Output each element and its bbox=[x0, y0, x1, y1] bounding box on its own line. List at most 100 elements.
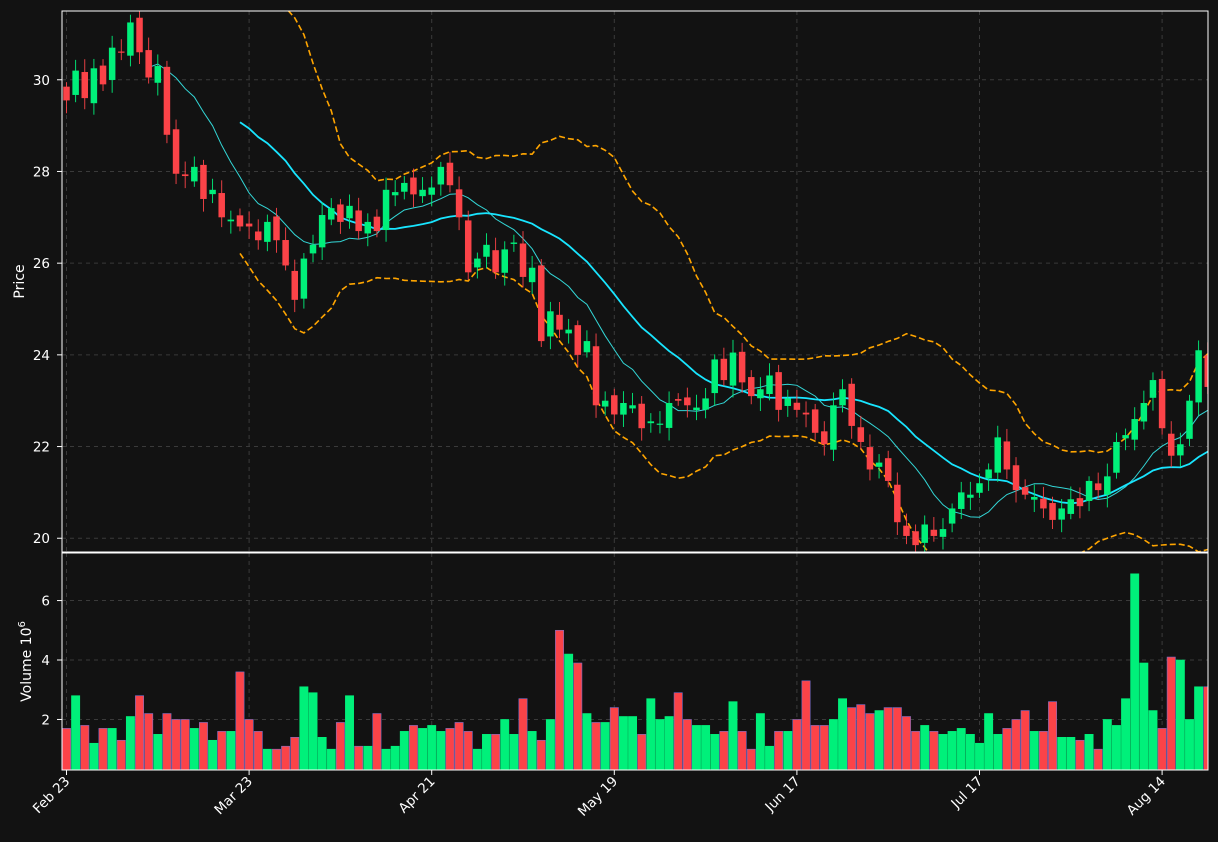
candle-body bbox=[1149, 380, 1157, 398]
candle-body bbox=[127, 22, 134, 56]
volume-bar bbox=[783, 731, 793, 770]
volume-bar bbox=[509, 734, 519, 770]
candle-body bbox=[757, 389, 764, 399]
volume-bar bbox=[1194, 686, 1204, 770]
bollinger-lower-line bbox=[239, 252, 1208, 552]
candle-body bbox=[218, 193, 225, 218]
volume-bar bbox=[1048, 701, 1057, 770]
volume-bar bbox=[1084, 734, 1094, 770]
candle-body bbox=[875, 462, 883, 467]
candle-body bbox=[1094, 483, 1102, 491]
volume-bar bbox=[1102, 719, 1112, 770]
volume-bar bbox=[646, 698, 656, 770]
candle-body bbox=[1186, 400, 1193, 439]
volume-bar bbox=[491, 734, 501, 770]
candle-body bbox=[1003, 441, 1011, 470]
volume-bar bbox=[390, 745, 400, 770]
candle-body bbox=[720, 358, 728, 381]
candle-body bbox=[565, 329, 572, 334]
volume-bar bbox=[281, 745, 291, 770]
candle-body bbox=[474, 258, 481, 268]
volume-bar bbox=[153, 734, 163, 770]
volume-bar bbox=[180, 719, 190, 770]
volume-bar bbox=[299, 686, 309, 770]
volume-bar bbox=[911, 731, 921, 770]
candle-body bbox=[912, 531, 919, 546]
volume-bar bbox=[1020, 710, 1030, 770]
candle-body bbox=[793, 402, 801, 410]
volume-bar bbox=[956, 728, 966, 770]
candle-body bbox=[191, 166, 198, 182]
candle-body bbox=[264, 221, 271, 242]
price-axis-label: Price bbox=[12, 264, 28, 298]
volume-bar bbox=[618, 716, 628, 770]
candle-body bbox=[81, 72, 89, 99]
volume-bar bbox=[847, 707, 857, 770]
volume-bar bbox=[381, 748, 391, 770]
volume-bar bbox=[828, 719, 838, 770]
volume-bar bbox=[737, 731, 747, 770]
volume-bar bbox=[445, 728, 455, 770]
candle-body bbox=[282, 240, 289, 266]
volume-bar bbox=[545, 719, 555, 770]
volume-bar bbox=[427, 725, 437, 770]
candle-body bbox=[419, 189, 426, 197]
candle-body bbox=[1122, 435, 1129, 439]
candle-body bbox=[328, 208, 335, 220]
candle-body bbox=[373, 216, 381, 232]
volume-bar bbox=[892, 707, 902, 770]
candle-body bbox=[1040, 498, 1047, 509]
candle-body bbox=[830, 405, 837, 450]
volume-bar bbox=[1185, 719, 1194, 770]
candle-body bbox=[1204, 355, 1208, 387]
volume-bar bbox=[418, 728, 428, 770]
volume-bar bbox=[701, 725, 711, 770]
volume-bar bbox=[116, 739, 126, 770]
candle-body bbox=[273, 216, 280, 241]
volume-bar bbox=[929, 731, 939, 770]
volume-bar bbox=[208, 739, 218, 770]
candle-body bbox=[391, 192, 399, 196]
volume-bar bbox=[135, 695, 144, 770]
volume-bar bbox=[1148, 710, 1158, 770]
volume-bar bbox=[335, 722, 345, 770]
candle-body bbox=[857, 427, 865, 442]
candle-body bbox=[976, 483, 983, 493]
candle-body bbox=[894, 484, 901, 523]
candle-body bbox=[209, 189, 216, 195]
volume-bar bbox=[399, 731, 409, 770]
candle-body bbox=[620, 402, 627, 415]
price-tick-label: 30 bbox=[33, 73, 50, 89]
volume-bar bbox=[664, 716, 674, 770]
candle-body bbox=[1085, 480, 1093, 501]
volume-bar bbox=[728, 701, 738, 770]
x-tick-label: May 19 bbox=[575, 774, 621, 820]
candle-body bbox=[775, 372, 782, 410]
candle-body bbox=[346, 205, 353, 219]
volume-bar bbox=[774, 731, 784, 770]
candle-body bbox=[428, 187, 435, 195]
volume-bar bbox=[564, 653, 574, 770]
volume-bar bbox=[975, 742, 984, 770]
candle-body bbox=[611, 395, 618, 415]
volume-bar bbox=[765, 745, 774, 770]
volume-bar bbox=[235, 671, 245, 770]
candle-body bbox=[884, 458, 892, 481]
candle-body bbox=[702, 398, 709, 410]
candle-body bbox=[601, 400, 609, 407]
candle-body bbox=[1177, 444, 1184, 456]
candle-body bbox=[738, 351, 746, 383]
volume-bar bbox=[1175, 659, 1185, 770]
volume-bar bbox=[920, 725, 930, 770]
candle-body bbox=[136, 17, 143, 53]
volume-bar bbox=[317, 737, 327, 770]
volume-bar bbox=[637, 734, 647, 770]
candle-body bbox=[1113, 441, 1120, 473]
candle-body bbox=[245, 223, 253, 227]
candle-body bbox=[802, 412, 810, 415]
candle-body bbox=[1021, 487, 1029, 495]
volume-bar bbox=[1029, 731, 1039, 770]
volume-bar bbox=[719, 731, 729, 770]
volume-bar bbox=[199, 722, 208, 770]
volume-bar bbox=[62, 728, 71, 770]
